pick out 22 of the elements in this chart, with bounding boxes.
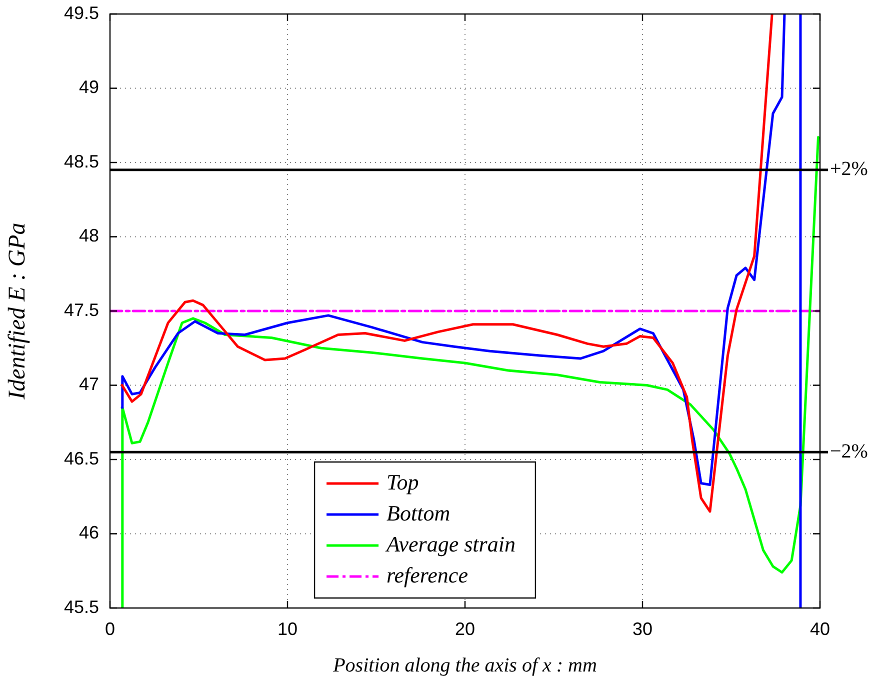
y-tick-label: 47 bbox=[78, 374, 99, 394]
y-axis-title: Identified E : GPa bbox=[4, 222, 31, 400]
legend-label: Bottom bbox=[386, 500, 450, 526]
y-tick-label: 46 bbox=[78, 522, 99, 543]
y-tick-label: 48.5 bbox=[64, 151, 99, 172]
y-tick-label: 47.5 bbox=[64, 300, 99, 320]
x-tick-label: 0 bbox=[104, 618, 116, 639]
annotation: −2% bbox=[830, 440, 868, 462]
y-tick-label: 49.5 bbox=[64, 2, 99, 23]
x-axis-title: Position along the axis of x : mm bbox=[332, 654, 597, 676]
y-tick-label: 48 bbox=[78, 226, 99, 246]
y-tick-label: 49 bbox=[78, 77, 99, 98]
x-tick-label: 30 bbox=[632, 618, 653, 639]
legend-label: reference bbox=[386, 562, 468, 588]
x-tick-label: 40 bbox=[810, 618, 830, 639]
x-tick-label: 20 bbox=[454, 618, 476, 639]
legend-label: Average strain bbox=[384, 531, 516, 556]
y-tick-label: 45.5 bbox=[64, 596, 99, 617]
y-tick-label: 46.5 bbox=[64, 448, 99, 468]
annotation: +2% bbox=[830, 158, 868, 180]
legend-label: Top bbox=[386, 469, 419, 494]
x-tick-label: 10 bbox=[277, 618, 298, 639]
